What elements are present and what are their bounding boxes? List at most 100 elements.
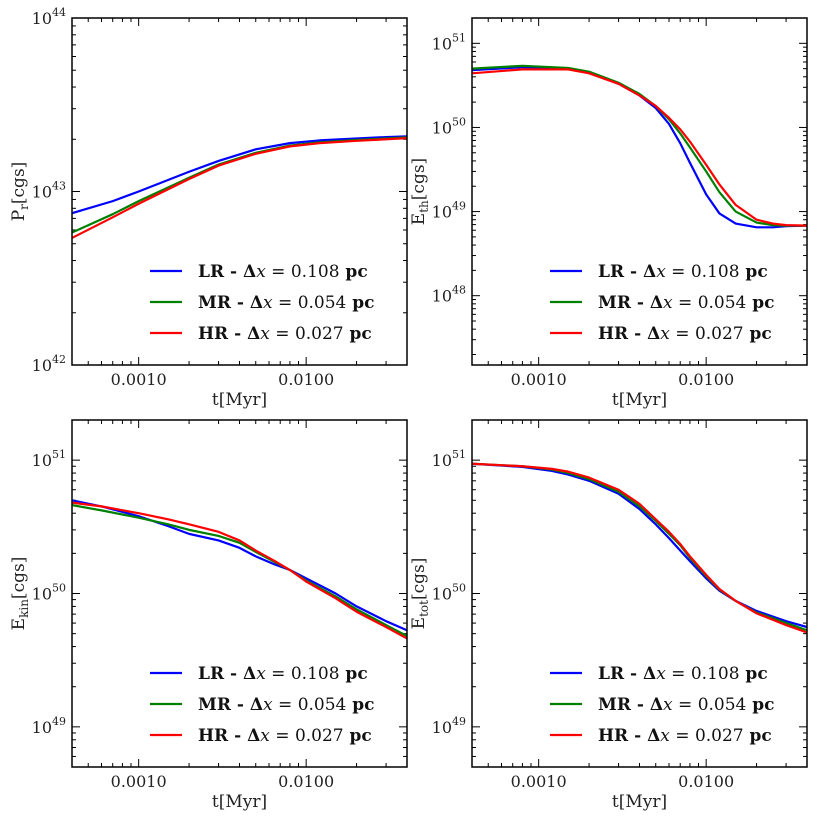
y-axis-label: Etot[cgs] — [409, 558, 431, 630]
series-line-mr — [472, 462, 807, 632]
y-axis-label-unit: [cgs] — [409, 558, 429, 600]
y-tick-base: 10 — [432, 718, 452, 737]
legend-var: x — [656, 664, 666, 684]
legend-unit: pc — [746, 695, 774, 715]
legend-entry-hr: HR - Δx = 0.027 pc — [598, 324, 772, 344]
legend-name: LR — [598, 262, 625, 282]
y-tick-exponent: 51 — [52, 448, 66, 461]
chart-panel-bottom-left: 0.0010 0.0100104910501051t[Myr]Ekin[cgs]L… — [9, 419, 408, 812]
legend-var: x — [663, 695, 673, 715]
series-group — [472, 462, 807, 634]
x-tick-label: 0.0010 — [111, 370, 167, 389]
series-group — [472, 64, 807, 229]
legend-sep: - Δ — [624, 664, 656, 684]
legend-dx: 0.027 — [695, 324, 744, 344]
plot-frame — [471, 419, 808, 768]
series-line-mr — [72, 504, 407, 637]
y-tick-label: 1051 — [32, 448, 66, 470]
y-tick-base: 10 — [432, 451, 452, 470]
y-tick-exponent: 48 — [452, 284, 466, 297]
legend-entry-lr: LR - Δx = 0.108 pc — [198, 262, 368, 282]
y-axis-label-unit: [cgs] — [409, 158, 429, 200]
y-axis-label-sub: kin — [17, 599, 31, 618]
legend-eq: = — [666, 664, 691, 684]
legend-entry-lr: LR - Δx = 0.108 pc — [198, 664, 368, 684]
legend-eq: = — [273, 695, 298, 715]
y-tick-label: 1043 — [32, 180, 66, 202]
chart-panel-top-left: 0.0010 0.0100 1042 1043 1044 t[Myr] Pr[cgs] LR … — [9, 6, 408, 410]
legend-unit: pc — [340, 664, 368, 684]
legend-sep: - Δ — [631, 293, 663, 313]
legend-name: MR — [198, 293, 232, 313]
y-axis-label-unit: [cgs] — [9, 162, 29, 204]
y-tick-exponent: 50 — [452, 582, 466, 595]
x-tick-label: 0.0100 — [278, 370, 334, 389]
legend-entry-lr: LR - Δx = 0.108 pc — [598, 664, 768, 684]
y-axis-label-sub: r — [17, 204, 31, 210]
legend-entry-mr: MR - Δx = 0.054 pc — [198, 293, 375, 313]
y-tick-base: 10 — [432, 585, 452, 604]
plot-frame — [71, 419, 408, 768]
y-axis-label: Pr[cgs] — [9, 162, 31, 222]
y-axis-label-main: E — [409, 213, 429, 225]
legend-dx: 0.027 — [295, 726, 344, 746]
legend-unit: pc — [346, 293, 374, 313]
legend-var: x — [256, 262, 266, 282]
legend-sep: - Δ — [228, 324, 260, 344]
legend-dx: 0.027 — [695, 726, 744, 746]
legend-unit: pc — [744, 726, 772, 746]
legend-eq: = — [270, 324, 295, 344]
x-tick-label: 0.0100 — [278, 772, 334, 791]
y-tick-label: 1044 — [32, 6, 66, 28]
legend-eq: = — [666, 262, 691, 282]
legend-name: MR — [598, 293, 632, 313]
legend-eq: = — [273, 293, 298, 313]
y-axis-label-main: E — [409, 617, 429, 629]
legend-dx: 0.108 — [691, 262, 740, 282]
series-group — [72, 135, 407, 239]
series-line-hr — [472, 68, 807, 227]
y-tick-label: 1050 — [432, 582, 466, 604]
legend-eq: = — [266, 262, 291, 282]
series-line-mr — [72, 136, 407, 234]
y-axis-label-main: P — [9, 210, 29, 221]
legend-eq: = — [670, 324, 695, 344]
legend-sep: - Δ — [231, 293, 263, 313]
y-tick-label: 1051 — [432, 31, 466, 53]
x-tick-label: 0.0100 — [678, 370, 734, 389]
y-axis-label-main: E — [9, 618, 29, 630]
legend-var: x — [260, 324, 270, 344]
y-tick-label: 1049 — [432, 200, 466, 222]
legend-name: LR — [598, 664, 625, 684]
y-axis-label: Ekin[cgs] — [9, 557, 31, 631]
plot-frame — [71, 17, 408, 366]
series-line-lr — [472, 66, 807, 229]
series-group — [72, 499, 407, 640]
legend-dx: 0.054 — [698, 293, 747, 313]
x-axis-label: t[Myr] — [212, 390, 267, 410]
series-line-mr — [472, 64, 807, 227]
y-axis-label-sub: tot — [417, 600, 431, 617]
legend-unit: pc — [740, 664, 768, 684]
legend-unit: pc — [744, 324, 772, 344]
legend-unit: pc — [344, 726, 372, 746]
legend-unit: pc — [746, 293, 774, 313]
x-axis-label: t[Myr] — [612, 792, 667, 812]
legend-dx: 0.054 — [298, 293, 347, 313]
legend-var: x — [660, 726, 670, 746]
legend-var: x — [660, 324, 670, 344]
legend-name: HR — [198, 726, 229, 746]
legend-dx: 0.054 — [298, 695, 347, 715]
legend-var: x — [656, 262, 666, 282]
y-tick-base: 10 — [32, 9, 52, 28]
y-tick-label: 1042 — [32, 353, 66, 375]
legend-unit: pc — [740, 262, 768, 282]
legend-name: HR — [198, 324, 229, 344]
legend-name: LR — [198, 664, 225, 684]
chart-panel-bottom-right: 0.0010 0.0100104910501051t[Myr]Etot[cgs]L… — [409, 419, 808, 812]
y-tick-exponent: 51 — [452, 448, 466, 461]
legend-sep: - Δ — [224, 262, 256, 282]
